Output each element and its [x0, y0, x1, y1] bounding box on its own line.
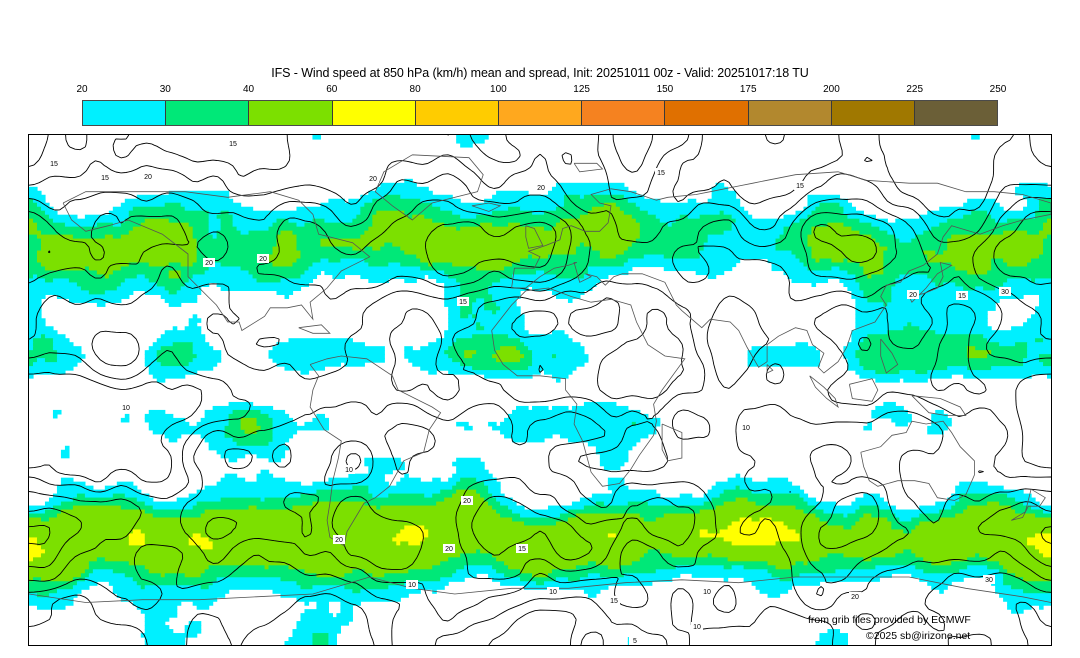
- svg-text:30: 30: [1001, 289, 1009, 296]
- colorbar-tick-20: 20: [76, 84, 88, 95]
- svg-text:30: 30: [985, 577, 993, 584]
- colorbar: 20 30 40 60 80 100 125 150 175 200 225 250: [76, 84, 1006, 126]
- colorbar-band-30: [166, 101, 250, 125]
- colorbar-tick-40: 40: [242, 84, 255, 95]
- svg-text:20: 20: [144, 174, 152, 181]
- svg-text:15: 15: [459, 299, 467, 306]
- svg-text:20: 20: [369, 176, 377, 183]
- spread-contour-lines: [29, 135, 1051, 645]
- svg-text:20: 20: [445, 546, 453, 553]
- svg-text:20: 20: [851, 594, 859, 601]
- svg-text:20: 20: [909, 292, 917, 299]
- svg-text:15: 15: [657, 170, 665, 177]
- colorbar-band-80: [415, 101, 499, 125]
- colorbar-band-200: [831, 101, 915, 125]
- colorbar-tick-225: 225: [906, 84, 924, 95]
- svg-text:20: 20: [259, 256, 267, 263]
- svg-text:20: 20: [537, 185, 545, 192]
- colorbar-band-150: [665, 101, 749, 125]
- map-panel[interactable]: 15 15 20 15 20 15 20 15 20 20 15 30 20 15 10 10 10 20 10 15…: [28, 134, 1052, 646]
- svg-text:15: 15: [101, 175, 109, 182]
- chart-title: IFS - Wind speed at 850 hPa (km/h) mean …: [271, 66, 809, 80]
- colorbar-tick-250: 250: [989, 84, 1007, 95]
- colorbar-tick-100: 100: [490, 84, 507, 95]
- copyright-credit: ©2025 sb@irizone.net: [866, 630, 971, 642]
- svg-text:5: 5: [633, 638, 637, 645]
- svg-text:15: 15: [796, 183, 804, 190]
- svg-text:15: 15: [610, 598, 618, 605]
- colorbar-tick-125: 125: [573, 84, 590, 95]
- svg-text:15: 15: [229, 141, 237, 148]
- svg-text:15: 15: [958, 293, 966, 300]
- colorbar-band-100: [498, 101, 583, 125]
- svg-text:10: 10: [693, 624, 701, 631]
- colorbar-band-125: [582, 101, 666, 125]
- svg-text:20: 20: [335, 537, 343, 544]
- wind-speed-shading: [29, 135, 1051, 645]
- colorbar-tick-labels: 20 30 40 60 80 100 125 150 175 200 225 250: [76, 84, 1006, 98]
- svg-text:20: 20: [463, 498, 471, 505]
- contour-value-labels: 15 15 20 15 20 15 20 15 20 20 15 30 20 15 10 10 10 20 10 15…: [48, 139, 1011, 645]
- svg-text:10: 10: [742, 425, 750, 432]
- svg-text:10: 10: [345, 467, 353, 474]
- data-source-credit: from grib files provided by ECMWF: [808, 614, 971, 626]
- colorbar-band-175: [748, 101, 832, 125]
- svg-text:15: 15: [518, 546, 526, 553]
- svg-text:10: 10: [408, 582, 416, 589]
- colorbar-tick-150: 150: [656, 84, 674, 95]
- map-canvas: 15 15 20 15 20 15 20 15 20 20 15 30 20 15 10 10 10 20 10 15…: [29, 135, 1051, 645]
- svg-text:10: 10: [703, 589, 711, 596]
- colorbar-band-20: [83, 101, 167, 125]
- colorbar-tick-175: 175: [739, 84, 757, 95]
- coastlines: [29, 154, 1051, 603]
- colorbar-tick-200: 200: [823, 84, 840, 95]
- colorbar-band-40: [249, 101, 333, 125]
- colorbar-tick-80: 80: [409, 84, 421, 95]
- svg-text:10: 10: [122, 405, 130, 412]
- colorbar-bands: [82, 100, 998, 126]
- colorbar-band-60: [332, 101, 416, 125]
- svg-text:15: 15: [50, 161, 58, 168]
- colorbar-tick-60: 60: [326, 84, 338, 95]
- svg-text:20: 20: [205, 260, 213, 267]
- colorbar-band-225: [914, 101, 998, 125]
- colorbar-tick-30: 30: [159, 84, 171, 95]
- svg-text:10: 10: [549, 589, 557, 596]
